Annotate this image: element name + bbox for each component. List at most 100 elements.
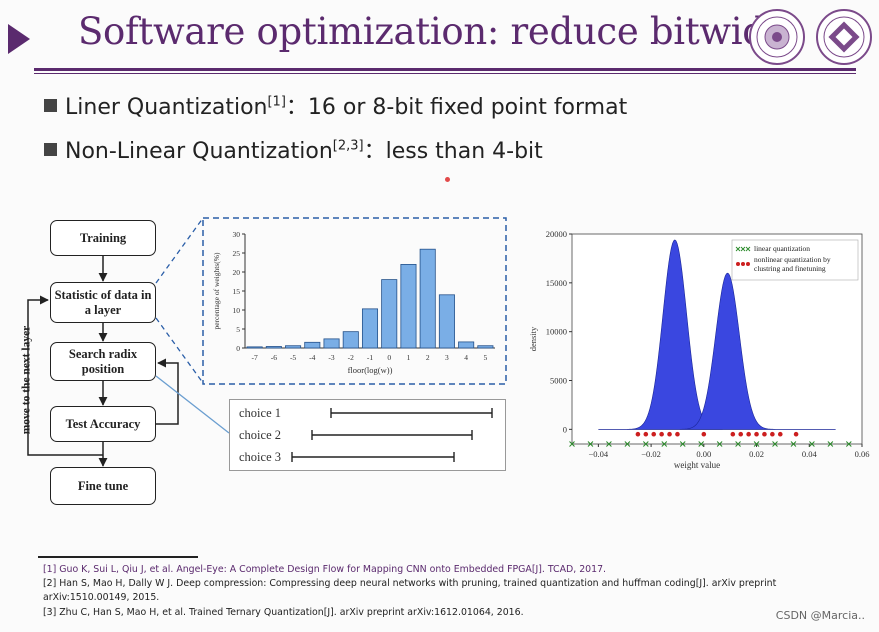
university-seal-logo-2 [816,9,872,65]
y-axis-label: percentage of weights(%) [212,252,221,330]
watermark: CSDN @Marcia.. [775,609,865,622]
legend-linear-label: linear quantization [754,244,810,253]
histogram-bar [342,331,359,349]
linear-quant-point [606,441,612,447]
title-rule-thin [34,73,856,74]
histogram-bar [246,346,263,349]
nonlinear-quant-point [762,431,767,437]
footnote-rule [38,556,198,558]
reference-3: [3] Zhu C, Han S, Mao H, et al. Trained … [43,607,524,618]
linear-quant-point [661,441,668,447]
legend-linear-marker [740,246,746,252]
y-tick-label: 10 [233,306,241,315]
nonlinear-quant-point [746,431,751,437]
nonlinear-quant-point [754,431,759,437]
choice-2-label: choice 2 [239,428,281,442]
flow-step-test-accuracy: Test Accuracy [50,406,156,442]
play-triangle-icon [8,24,30,54]
linear-quant-point [772,441,778,447]
nonlinear-quant-point [730,431,736,437]
nonlinear-quant-point [701,431,707,437]
histogram-bar [419,248,436,349]
nonlinear-quant-point [793,431,799,437]
y-axis-label: density [528,326,538,351]
linear-quant-point [845,441,852,447]
y-tick-label: 0 [563,424,567,434]
histogram-bar [285,345,302,349]
x-tick-label: −0.02 [641,449,661,459]
nonlinear-quant-point [777,431,783,437]
radix-choices: choice 1 choice 2 choice 3 [229,399,506,471]
x-axis-label: floor(log(w)) [348,365,393,375]
bullet-main: Liner Quantization [65,95,268,120]
bullet-tail: ：16 or 8-bit fixed point format [285,95,628,120]
linear-quant-point [827,441,834,447]
x-axis-label: weight value [674,460,720,470]
flow-step-fine-tune: Fine tune [50,467,156,505]
choice-3-label: choice 3 [239,450,281,464]
legend-nonlinear-label-line2: clustring and finetuning [754,264,826,273]
linear-quant-point [679,441,686,447]
bullet-square-icon [44,99,57,112]
reference-2: [2] Han S, Mao H, Dally W J. Deep compre… [43,578,777,589]
nonlinear-quant-point [659,431,664,437]
histogram-bar [400,264,417,349]
y-tick-label: 30 [233,230,241,239]
linear-quant-point [642,441,649,447]
y-tick-label: 25 [233,249,241,258]
legend-nonlinear-marker [736,262,740,266]
reference-2-cont: arXiv:1510.00149, 2015. [43,592,160,603]
nonlinear-quant-point [651,431,657,437]
x-tick-label: 5 [484,353,488,362]
flow-step-statistic: Statistic of data in a layer [50,282,156,323]
legend-linear-marker [745,246,751,252]
x-tick-label: 0.04 [802,449,818,459]
x-tick-label: -3 [328,353,334,362]
x-tick-label: 0 [387,353,391,362]
nonlinear-quant-point [643,431,649,437]
nonlinear-quant-point [635,431,641,437]
density-peak-2 [679,272,776,430]
linear-quant-point [587,441,594,447]
histogram-bar [477,345,494,349]
y-tick-label: 15 [233,287,241,296]
histogram-bar [304,341,321,349]
histogram-bar [361,308,379,349]
legend-nonlinear-marker [741,262,745,266]
x-tick-label: 0.02 [749,449,764,459]
flow-step-search-radix: Search radix position [50,342,156,381]
histogram-bar [381,279,398,349]
bullet-square-icon [44,143,57,156]
y-tick-label: 20 [233,268,241,277]
nonlinear-quant-point [738,431,744,437]
histogram-bar [438,294,455,349]
x-tick-label: 0.06 [855,449,870,459]
x-tick-label: −0.04 [589,449,609,459]
bullet-linear: Liner Quantization[1]：16 or 8-bit fixed … [44,89,627,121]
laser-pointer-dot [445,177,450,182]
x-tick-label: 2 [426,353,430,362]
choice-1-label: choice 1 [239,406,281,420]
x-tick-label: -6 [271,353,277,362]
nonlinear-quant-point [675,431,680,437]
linear-quant-point [735,441,741,447]
x-tick-label: 4 [464,353,468,362]
legend-nonlinear-marker [746,262,750,266]
loop-label: move to the next layer [20,325,33,435]
linear-quant-point [624,441,631,447]
flow-step-training: Training [50,220,156,256]
bullet-main: Non-Linear Quantization [65,139,333,164]
y-tick-label: 10000 [546,327,567,337]
histogram-chart: 0 5 10 15 20 25 30 -7 -6 -5 -4 -3 -2 -1 0 1 2 3 4 5 floor(lo… [212,230,495,375]
reference-1: [1] Guo K, Sui L, Qiu J, et al. Angel-Ey… [43,564,607,575]
y-tick-label: 15000 [546,278,567,288]
linear-quant-point [569,441,575,447]
x-tick-label: 3 [445,353,449,362]
linear-quant-point [790,441,797,447]
bullet-tail: ：less than 4-bit [363,139,543,164]
bullet-nonlinear: Non-Linear Quantization[2,3]：less than 4… [44,133,543,165]
linear-quant-point [753,441,760,447]
histogram-bar [458,341,475,349]
histogram-bar [323,338,340,349]
